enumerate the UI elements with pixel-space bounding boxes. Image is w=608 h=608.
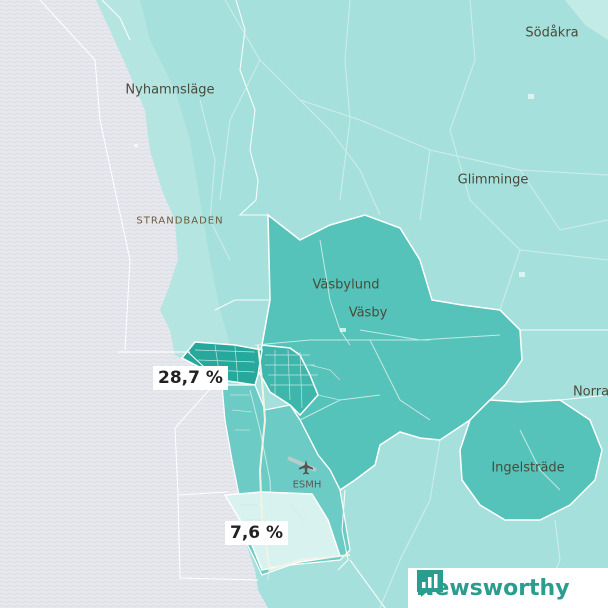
roads — [199, 0, 608, 608]
main-road — [257, 344, 351, 572]
place-label: Nyhamnsläge — [125, 82, 215, 98]
airport-area — [287, 456, 317, 475]
building — [134, 144, 138, 147]
building — [340, 328, 346, 332]
place-label: Glimminge — [457, 172, 529, 188]
place-label: Ingelsträde — [491, 460, 565, 476]
district-label: STRANDBADEN — [136, 215, 224, 227]
region-north-east — [565, 0, 608, 40]
value-label-low: 7,6 % — [225, 521, 289, 545]
building — [528, 94, 534, 99]
value-label-high: 28,7 % — [153, 366, 228, 390]
newsworthy-logo-icon — [417, 570, 443, 597]
region-boundaries — [101, 0, 608, 608]
region-ingelstrade — [459, 399, 603, 521]
airport-label: ESMH — [292, 479, 322, 491]
street-grid — [194, 344, 341, 521]
region-urban — [257, 344, 319, 417]
building — [519, 272, 525, 277]
brand-badge[interactable]: Newsworthy — [408, 568, 608, 608]
coastal-strip — [96, 0, 230, 365]
place-label: Södåkra — [525, 25, 579, 41]
place-label: Norra — [572, 384, 608, 400]
place-label: Väsby — [348, 305, 388, 321]
place-label: Väsbylund — [312, 277, 380, 293]
airplane-icon — [299, 460, 313, 475]
